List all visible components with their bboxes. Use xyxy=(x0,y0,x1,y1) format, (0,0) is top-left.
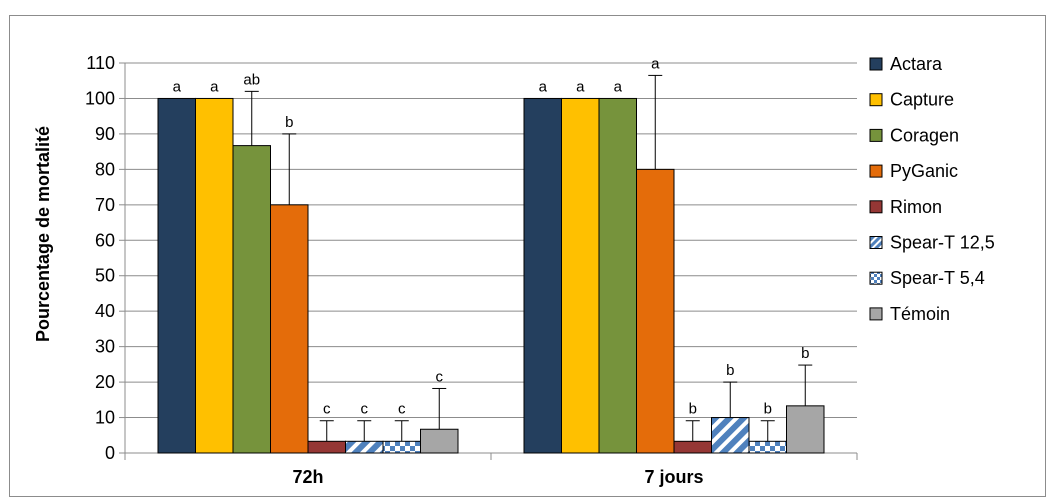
legend-label: Rimon xyxy=(890,197,942,217)
bar xyxy=(195,97,234,454)
y-tick-label: 50 xyxy=(95,266,115,286)
significance-letter: a xyxy=(651,55,660,72)
bar xyxy=(157,97,196,454)
legend-swatch xyxy=(869,271,883,285)
significance-letter: c xyxy=(361,401,369,418)
bar xyxy=(598,97,637,454)
y-tick-label: 70 xyxy=(95,195,115,215)
significance-letter: c xyxy=(398,401,406,418)
legend-label: Capture xyxy=(890,90,954,110)
y-tick-label: 110 xyxy=(86,53,115,73)
bar xyxy=(636,168,675,454)
legend-swatch xyxy=(869,93,883,107)
bar xyxy=(232,145,271,454)
y-tick-label: 40 xyxy=(95,301,115,321)
significance-letter: ab xyxy=(243,71,260,88)
y-tick-label: 90 xyxy=(95,124,115,144)
significance-letter: a xyxy=(210,78,219,95)
x-category-label: 72h xyxy=(292,467,323,487)
legend-label: Témoin xyxy=(890,304,950,324)
legend-label: Spear-T 5,4 xyxy=(890,268,985,288)
legend-swatch xyxy=(869,57,883,71)
bar xyxy=(748,440,787,454)
bar xyxy=(786,405,825,454)
bar xyxy=(420,428,459,454)
significance-letter: a xyxy=(539,78,548,95)
y-tick-label: 20 xyxy=(95,372,115,392)
significance-letter: b xyxy=(764,401,772,418)
y-tick-label: 10 xyxy=(95,408,115,428)
legend-swatch xyxy=(869,164,883,178)
significance-letter: b xyxy=(801,345,809,362)
legend: Actara Capture Coragen PyGanic Rimon Spear-T … xyxy=(869,54,995,324)
bar xyxy=(673,440,712,454)
significance-letter: a xyxy=(576,78,585,95)
legend-swatch xyxy=(869,307,883,321)
y-tick-label: 80 xyxy=(95,159,115,179)
significance-letter: a xyxy=(614,78,623,95)
significance-letter: b xyxy=(689,401,697,418)
bar xyxy=(307,440,346,454)
axes: 0 10 20 30 40 50 60 70 80 90 100 110 72h 7 jours xyxy=(85,53,858,487)
legend-label: Actara xyxy=(890,54,943,74)
legend-label: Spear-T 12,5 xyxy=(890,233,995,253)
bar xyxy=(345,440,384,454)
y-axis-title: Pourcentage de mortalité xyxy=(33,126,53,342)
y-tick-label: 30 xyxy=(95,337,115,357)
significance-letter: b xyxy=(726,362,734,379)
bars xyxy=(157,97,825,454)
legend-swatch xyxy=(869,128,883,142)
bar xyxy=(711,417,750,454)
bar xyxy=(523,97,562,454)
y-tick-label: 100 xyxy=(85,88,115,108)
bar xyxy=(382,440,421,454)
significance-letter: c xyxy=(323,401,331,418)
bar xyxy=(561,97,600,454)
significance-letter: a xyxy=(173,78,182,95)
legend-swatch xyxy=(869,236,883,249)
x-category-label: 7 jours xyxy=(644,467,703,487)
y-tick-label: 60 xyxy=(95,230,115,250)
error-bars xyxy=(244,74,813,442)
significance-letter: b xyxy=(285,114,293,131)
legend-label: Coragen xyxy=(890,125,959,145)
chart-frame: 0 10 20 30 40 50 60 70 80 90 100 110 72h 7 jours a a ab… xyxy=(9,15,1046,497)
y-tick-label: 0 xyxy=(105,443,115,463)
bar xyxy=(270,204,309,454)
significance-letter: c xyxy=(436,368,444,385)
legend-label: PyGanic xyxy=(890,161,958,181)
legend-swatch xyxy=(869,200,883,214)
